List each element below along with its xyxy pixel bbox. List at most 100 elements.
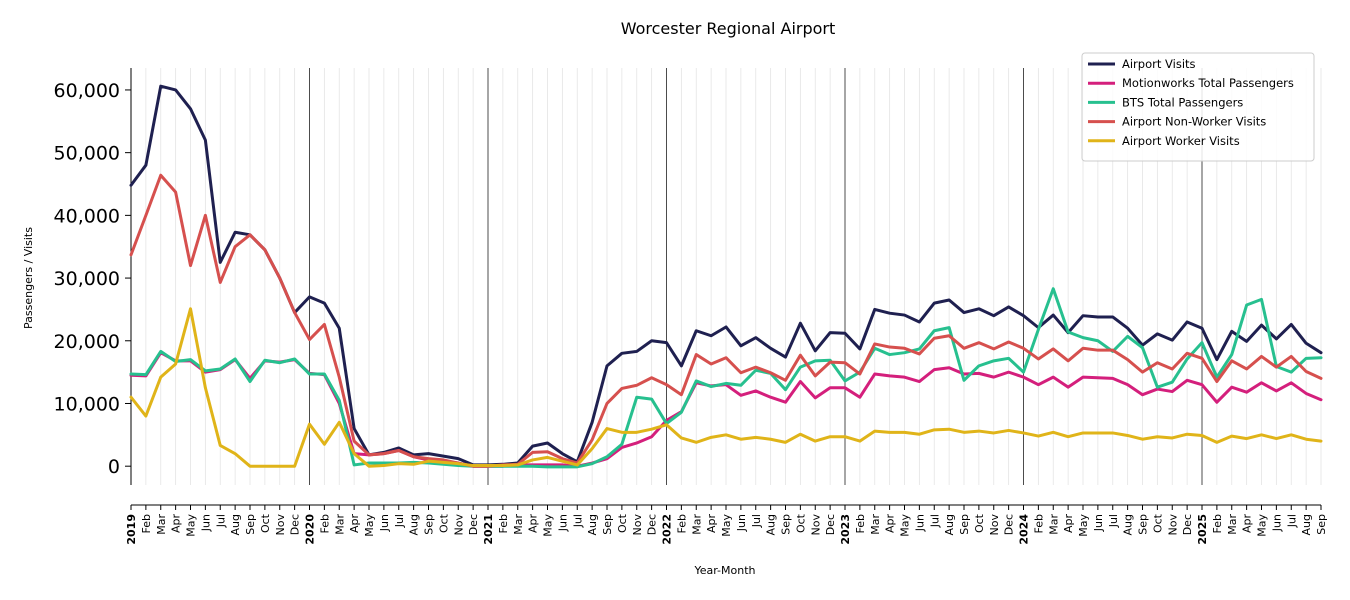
- legend-label: Airport Worker Visits: [1122, 134, 1240, 148]
- series-line-bts-total-passengers: [129, 287, 1323, 469]
- x-tick-label: May: [542, 514, 555, 537]
- y-tick-label: 40,000: [54, 205, 120, 227]
- grid-lines: [145, 68, 1322, 485]
- series-line-airport-visits: [129, 84, 1323, 467]
- x-tick-label: May: [1077, 514, 1090, 537]
- x-tick-label: Sep: [1137, 514, 1150, 535]
- x-tick-label: Sep: [244, 514, 257, 535]
- x-tick-label: Oct: [794, 513, 807, 533]
- x-tick-label: Apr: [348, 514, 361, 534]
- y-tick-label: 10,000: [54, 393, 120, 415]
- x-tick-label: Dec: [1181, 514, 1194, 535]
- legend: Airport Visits Motionworks Total Passenge…: [1081, 52, 1315, 162]
- x-tick-label: Aug: [408, 514, 421, 535]
- x-tick-label: Aug: [765, 514, 778, 535]
- x-tick-label: Jun: [913, 514, 926, 532]
- x-tick-label: Feb: [318, 514, 331, 533]
- x-tick-label: Jun: [1092, 514, 1105, 532]
- x-axis-label: Year-Month: [693, 564, 755, 577]
- x-tick-label: Apr: [1062, 514, 1075, 534]
- legend-label: BTS Total Passengers: [1122, 95, 1243, 109]
- x-tick-label: Jul: [750, 514, 763, 528]
- x-tick-label: Feb: [1211, 514, 1224, 533]
- x-tick-label: Sep: [958, 514, 971, 535]
- y-axis-label: Passengers / Visits: [22, 227, 35, 329]
- series-line-airport-worker-visits: [129, 307, 1323, 468]
- x-tick-label: Dec: [646, 514, 659, 535]
- x-tick-label: Jul: [393, 514, 406, 528]
- series-line-airport-non-worker-visits: [129, 173, 1323, 468]
- axes: 0 10,000 20,000 30,000 40,000 50,000 60,000 201…: [54, 68, 1328, 545]
- x-tick-label: Apr: [170, 514, 183, 534]
- y-tick-label: 60,000: [54, 80, 120, 102]
- x-tick-label: 2020: [304, 514, 317, 545]
- x-tick-label: Sep: [423, 514, 436, 535]
- x-tick-label: Nov: [452, 514, 465, 536]
- y-tick-label: 30,000: [54, 268, 120, 290]
- x-tick-label: 2025: [1196, 514, 1209, 545]
- x-tick-label: Mar: [690, 514, 703, 535]
- x-tick-label: Jun: [556, 514, 569, 532]
- x-tick-label: Apr: [705, 514, 718, 534]
- x-tick-label: Jun: [199, 514, 212, 532]
- x-tick-label: Mar: [512, 514, 525, 535]
- x-tick-label: Aug: [943, 514, 956, 535]
- x-tick-label: Apr: [527, 514, 540, 534]
- x-tick-label: 2023: [839, 514, 852, 545]
- x-tick-label: Sep: [601, 514, 614, 535]
- y-tick-label: 20,000: [54, 331, 120, 353]
- x-tick-label: Feb: [140, 514, 153, 533]
- y-tick-label: 50,000: [54, 143, 120, 165]
- x-tick-label: Nov: [631, 514, 644, 536]
- x-tick-label: Nov: [274, 514, 287, 536]
- x-tick-label: Dec: [289, 514, 302, 535]
- x-tick-label: 2019: [125, 514, 138, 545]
- x-tick-label: May: [363, 514, 376, 537]
- x-tick-label: Feb: [497, 514, 510, 533]
- x-tick-label: Oct: [437, 513, 450, 533]
- x-tick-label: Mar: [155, 514, 168, 535]
- x-tick-label: Dec: [467, 514, 480, 535]
- x-tick-label: Jun: [735, 514, 748, 532]
- x-tick-label: May: [899, 514, 912, 537]
- x-tick-label: Mar: [869, 514, 882, 535]
- legend-label: Airport Non-Worker Visits: [1122, 115, 1266, 129]
- x-tick-label: Aug: [586, 514, 599, 535]
- chart-title: Worcester Regional Airport: [621, 19, 836, 38]
- x-tick-label: Feb: [854, 514, 867, 533]
- legend-label: Motionworks Total Passengers: [1122, 76, 1294, 90]
- x-tick-label: Mar: [1047, 514, 1060, 535]
- x-tick-label: Dec: [1003, 514, 1016, 535]
- legend-box: [1081, 52, 1315, 162]
- x-tick-label: Nov: [988, 514, 1001, 536]
- x-tick-label: Aug: [1300, 514, 1313, 535]
- y-tick-label: 0: [108, 456, 120, 478]
- x-tick-label: Oct: [616, 513, 629, 533]
- x-tick-label: Oct: [259, 513, 272, 533]
- x-tick-label: Dec: [824, 514, 837, 535]
- x-tick-label: Jul: [928, 514, 941, 528]
- x-tick-label: Apr: [1241, 514, 1254, 534]
- x-tick-label: Feb: [675, 514, 688, 533]
- x-tick-label: Jun: [378, 514, 391, 532]
- x-tick-label: May: [1256, 514, 1269, 537]
- x-tick-label: 2022: [661, 514, 674, 545]
- x-tick-label: Jun: [1270, 514, 1283, 532]
- x-tick-label: Nov: [809, 514, 822, 536]
- x-tick-label: 2024: [1018, 514, 1031, 545]
- x-tick-label: Mar: [1226, 514, 1239, 535]
- x-tick-label: Apr: [884, 514, 897, 534]
- x-tick-label: Nov: [1166, 514, 1179, 536]
- x-tick-label: Oct: [973, 513, 986, 533]
- x-tick-label: Sep: [1315, 514, 1328, 535]
- x-tick-label: Jul: [571, 514, 584, 528]
- x-tick-label: May: [185, 514, 198, 537]
- legend-label: Airport Visits: [1122, 57, 1196, 71]
- x-tick-label: Jul: [1107, 514, 1120, 528]
- x-tick-label: 2021: [482, 514, 495, 545]
- series-lines: [129, 84, 1323, 469]
- x-tick-label: Jul: [214, 514, 227, 528]
- x-tick-label: Feb: [1032, 514, 1045, 533]
